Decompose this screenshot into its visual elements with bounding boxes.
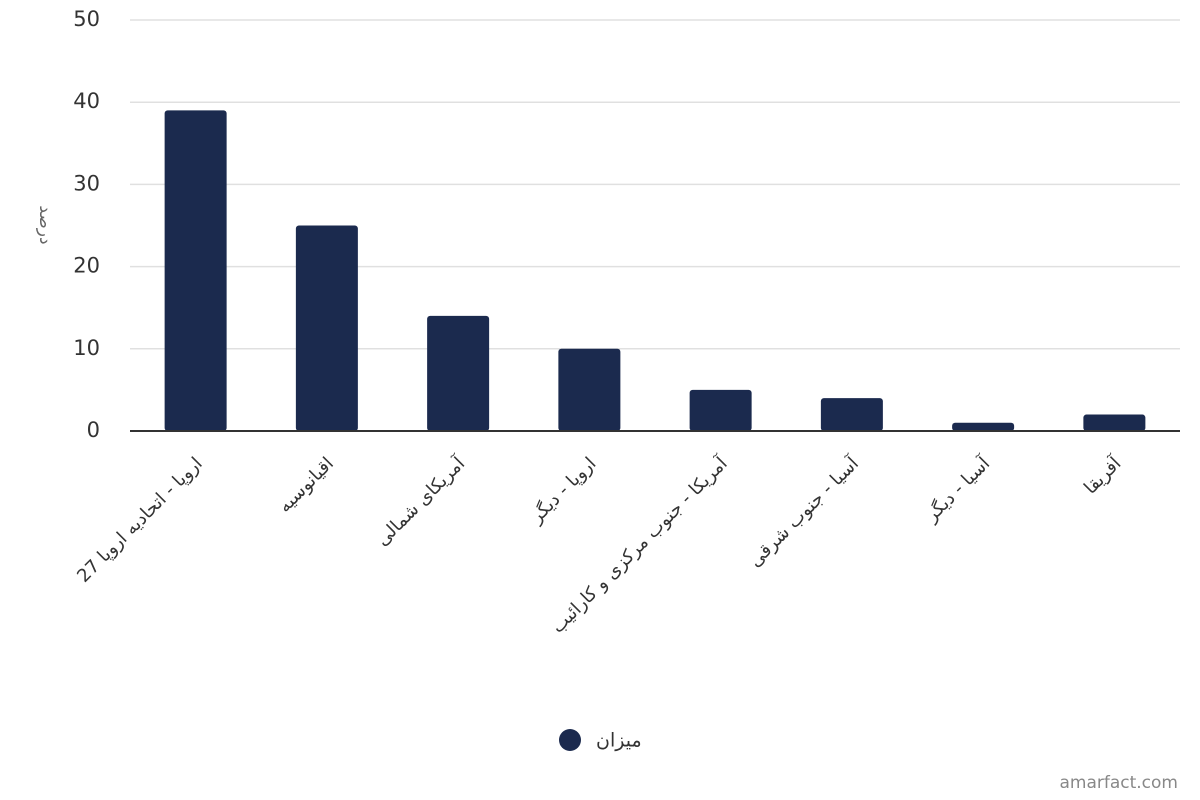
bar [295, 225, 358, 431]
bar [164, 110, 227, 432]
y-tick-label: 40 [73, 89, 100, 113]
y-tick-label: 0 [87, 418, 100, 442]
y-tick-label: 20 [73, 254, 100, 278]
source: amarfact.com [1059, 773, 1178, 793]
legend-marker [559, 729, 581, 751]
legend-label: میزان [596, 730, 642, 752]
bar [820, 398, 883, 431]
bar [952, 422, 1015, 431]
y-axis-label: درصد [35, 205, 55, 244]
bar [1083, 414, 1146, 431]
y-tick-label: 50 [73, 7, 100, 31]
bar [558, 348, 621, 431]
y-tick-label: 30 [73, 171, 100, 195]
bar [427, 315, 490, 431]
y-tick-label: 10 [73, 336, 100, 360]
bar [689, 389, 752, 431]
